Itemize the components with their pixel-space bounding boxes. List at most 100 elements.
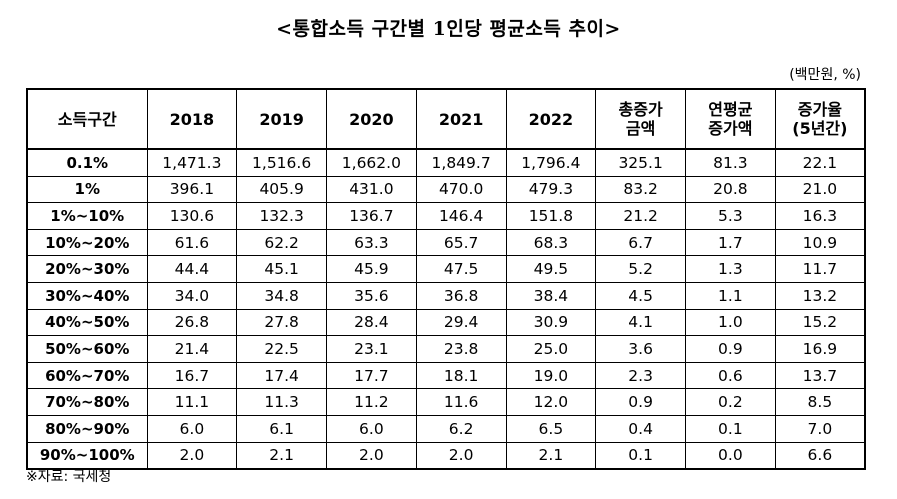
income-bracket-cell: 1%~10% <box>26 202 148 230</box>
value-cell: 68.3 <box>505 228 597 257</box>
value-cell: 151.8 <box>505 202 597 230</box>
value-cell: 5.2 <box>595 255 686 283</box>
value-cell: 130.6 <box>146 202 238 230</box>
table-row: 1% 396.1 405.9 431.0 470.0 479.3 83.2 20.8 21.0 <box>26 175 866 204</box>
table-row: 0.1% 1,471.3 1,516.6 1,662.0 1,849.7 1,796.4 3… <box>26 148 866 177</box>
value-cell: 6.5 <box>505 414 597 443</box>
income-bracket-cell: 1% <box>26 175 148 204</box>
income-bracket-cell: 10%~20% <box>26 228 148 257</box>
value-cell: 21.0 <box>774 175 866 204</box>
table-row: 40%~50% 26.8 27.8 28.4 29.4 30.9 4.1 1.0 15.2 <box>26 308 866 337</box>
column-header: 2021 <box>415 88 507 150</box>
value-cell: 132.3 <box>236 202 327 230</box>
table-row: 1%~10% 130.6 132.3 136.7 146.4 151.8 21.2 5.3 16… <box>26 202 866 230</box>
value-cell: 61.6 <box>146 228 238 257</box>
value-cell: 6.6 <box>774 441 866 470</box>
value-cell: 1,662.0 <box>326 148 417 177</box>
value-cell: 146.4 <box>415 202 507 230</box>
income-bracket-cell: 50%~60% <box>26 335 148 363</box>
income-bracket-cell: 20%~30% <box>26 255 148 283</box>
value-cell: 36.8 <box>415 281 507 310</box>
table-row: 90%~100% 2.0 2.1 2.0 2.0 2.1 0.1 0.0 6.6 <box>26 441 866 470</box>
value-cell: 325.1 <box>595 148 686 177</box>
value-cell: 13.7 <box>774 361 866 390</box>
table-header-row: 소득구간 2018 2019 2020 2021 2022 총증가 금액 연평균 증가액 증가율 (5… <box>26 88 866 150</box>
page-title: <통합소득 구간별 1인당 평균소득 추이> <box>276 18 621 40</box>
value-cell: 6.1 <box>236 414 327 443</box>
value-cell: 23.1 <box>326 335 417 363</box>
value-cell: 1,471.3 <box>146 148 238 177</box>
value-cell: 16.3 <box>774 202 866 230</box>
value-cell: 22.5 <box>236 335 327 363</box>
income-bracket-cell: 80%~90% <box>26 414 148 443</box>
value-cell: 2.0 <box>146 441 238 470</box>
value-cell: 17.7 <box>326 361 417 390</box>
value-cell: 63.3 <box>326 228 417 257</box>
value-cell: 2.3 <box>595 361 686 390</box>
value-cell: 431.0 <box>326 175 417 204</box>
income-bracket-cell: 0.1% <box>26 148 148 177</box>
value-cell: 83.2 <box>595 175 686 204</box>
value-cell: 23.8 <box>415 335 507 363</box>
value-cell: 16.7 <box>146 361 238 390</box>
column-header: 소득구간 <box>26 88 148 150</box>
table-row: 60%~70% 16.7 17.4 17.7 18.1 19.0 2.3 0.6 13.7 <box>26 361 866 390</box>
value-cell: 45.9 <box>326 255 417 283</box>
value-cell: 44.4 <box>146 255 238 283</box>
value-cell: 0.0 <box>685 441 776 470</box>
value-cell: 470.0 <box>415 175 507 204</box>
value-cell: 18.1 <box>415 361 507 390</box>
table-row: 70%~80% 11.1 11.3 11.2 11.6 12.0 0.9 0.2 8.5 <box>26 388 866 416</box>
value-cell: 27.8 <box>236 308 327 337</box>
value-cell: 1,516.6 <box>236 148 327 177</box>
value-cell: 6.2 <box>415 414 507 443</box>
value-cell: 11.3 <box>236 388 327 416</box>
value-cell: 2.0 <box>326 441 417 470</box>
value-cell: 8.5 <box>774 388 866 416</box>
value-cell: 35.6 <box>326 281 417 310</box>
value-cell: 11.2 <box>326 388 417 416</box>
value-cell: 0.6 <box>685 361 776 390</box>
value-cell: 13.2 <box>774 281 866 310</box>
value-cell: 38.4 <box>505 281 597 310</box>
value-cell: 21.4 <box>146 335 238 363</box>
source-note: ※자료: 국세청 <box>26 469 112 485</box>
table-body: 0.1% 1,471.3 1,516.6 1,662.0 1,849.7 1,796.4 3… <box>26 148 866 470</box>
income-bracket-cell: 40%~50% <box>26 308 148 337</box>
value-cell: 1.7 <box>685 228 776 257</box>
value-cell: 6.7 <box>595 228 686 257</box>
column-header: 총증가 금액 <box>595 88 686 150</box>
value-cell: 22.1 <box>774 148 866 177</box>
value-cell: 62.2 <box>236 228 327 257</box>
value-cell: 34.8 <box>236 281 327 310</box>
value-cell: 16.9 <box>774 335 866 363</box>
column-header: 2022 <box>505 88 597 150</box>
value-cell: 6.0 <box>146 414 238 443</box>
value-cell: 20.8 <box>685 175 776 204</box>
value-cell: 4.5 <box>595 281 686 310</box>
value-cell: 6.0 <box>326 414 417 443</box>
income-bracket-cell: 60%~70% <box>26 361 148 390</box>
value-cell: 7.0 <box>774 414 866 443</box>
value-cell: 1.3 <box>685 255 776 283</box>
column-header: 2019 <box>236 88 327 150</box>
value-cell: 30.9 <box>505 308 597 337</box>
value-cell: 21.2 <box>595 202 686 230</box>
value-cell: 405.9 <box>236 175 327 204</box>
income-bracket-cell: 70%~80% <box>26 388 148 416</box>
value-cell: 45.1 <box>236 255 327 283</box>
value-cell: 0.1 <box>685 414 776 443</box>
unit-label: (백만원, %) <box>789 67 861 83</box>
value-cell: 19.0 <box>505 361 597 390</box>
income-table: 소득구간 2018 2019 2020 2021 2022 총증가 금액 연평균 증가액 증가율 (5… <box>26 88 866 471</box>
value-cell: 15.2 <box>774 308 866 337</box>
table-row: 10%~20% 61.6 62.2 63.3 65.7 68.3 6.7 1.7 10.9 <box>26 228 866 257</box>
column-header: 증가율 (5년간) <box>774 88 866 150</box>
column-header: 2020 <box>326 88 417 150</box>
value-cell: 17.4 <box>236 361 327 390</box>
value-cell: 1,796.4 <box>505 148 597 177</box>
value-cell: 0.9 <box>685 335 776 363</box>
value-cell: 2.1 <box>505 441 597 470</box>
value-cell: 0.2 <box>685 388 776 416</box>
income-bracket-cell: 30%~40% <box>26 281 148 310</box>
